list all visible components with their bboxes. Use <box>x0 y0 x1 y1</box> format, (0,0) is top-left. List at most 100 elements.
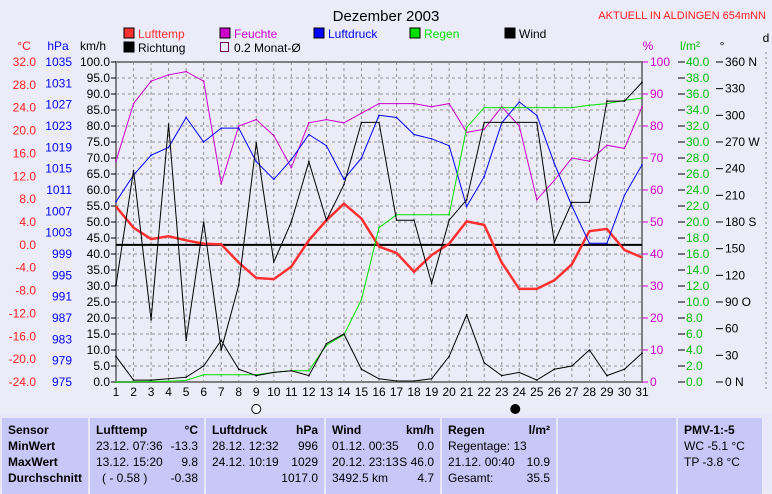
data-point-lufttemp <box>641 256 643 259</box>
data-point-lufttemp <box>220 243 222 246</box>
data-point-lufttemp <box>273 278 275 280</box>
pressure-max: 1029 <box>291 455 318 469</box>
legend-label-luftdruck: Luftdruck <box>328 27 378 41</box>
legend-label-feuchte: Feuchte <box>234 27 278 41</box>
data-point-feuchte <box>273 134 275 137</box>
direction-tick-label: 0 N <box>725 375 744 389</box>
data-point-luftdruck <box>588 242 591 245</box>
data-point-richtung <box>588 201 591 204</box>
wind-avg: 4.7 <box>417 471 434 485</box>
legend-swatch <box>409 27 421 39</box>
data-point-wind <box>202 365 205 367</box>
data-point-lufttemp <box>536 288 538 290</box>
pressure-tick-label: 987 <box>52 311 72 325</box>
wind-tick-label: 0.0 <box>93 375 110 389</box>
data-point-richtung <box>255 142 258 144</box>
rain-tick-label: 36.0 <box>686 87 710 101</box>
wind-tick-label: 85.0 <box>87 103 111 117</box>
data-point-feuchte <box>308 122 310 124</box>
rain-tick-label: 6.0 <box>686 327 703 341</box>
temp-tick-label: -16.0 <box>9 329 37 343</box>
data-point-richtung <box>518 121 521 124</box>
temp-max-time: 13.12. 15:20 <box>96 455 163 469</box>
data-point-luftdruck <box>465 205 468 208</box>
data-point-richtung <box>465 198 468 201</box>
data-point-richtung <box>571 201 573 204</box>
data-point-regen <box>378 226 380 229</box>
x-tick-label: 29 <box>600 385 614 399</box>
humidity-axis-unit: % <box>643 39 654 53</box>
data-point-regen <box>500 106 503 109</box>
temp-tick-label: 28.0 <box>13 78 37 92</box>
temp-tick-label: -20.0 <box>9 352 37 366</box>
wind-tick-label: 40.0 <box>87 247 111 261</box>
data-point-wind <box>167 378 170 380</box>
data-point-regen <box>115 381 117 383</box>
data-point-regen <box>220 374 222 376</box>
rain-tick-label: 40.0 <box>686 55 710 69</box>
legend-swatch <box>219 27 231 39</box>
wind-max-time: 20.12. 23:13 <box>332 455 399 469</box>
legend-label-richtung: Richtung <box>138 41 185 55</box>
data-point-wind <box>290 370 293 372</box>
x-tick-label: 11 <box>285 385 298 399</box>
temp-tick-label: -8.0 <box>15 284 36 298</box>
data-point-wind <box>536 379 538 381</box>
wind-distance: 3492.5 km <box>332 471 389 485</box>
empty-column <box>558 418 676 494</box>
wind-tick-label: 70.0 <box>87 151 111 165</box>
data-point-lufttemp <box>430 254 433 256</box>
wind-tick-label: 100.0 <box>80 55 110 69</box>
data-point-regen <box>360 298 363 301</box>
data-point-lufttemp <box>150 238 152 240</box>
wind-tick-label: 65.0 <box>87 167 111 181</box>
data-point-richtung <box>483 121 486 124</box>
legend-label-0-2-monat-: 0.2 Monat-Ø <box>234 41 301 55</box>
pressure-tick-label: 991 <box>52 290 72 304</box>
x-tick-label: 22 <box>478 385 492 399</box>
wind-tick-label: 50.0 <box>87 215 111 229</box>
data-point-wind <box>150 379 152 381</box>
data-point-regen <box>483 106 486 109</box>
data-point-luftdruck <box>202 141 205 143</box>
wind-tick-label: 5.0 <box>93 359 110 373</box>
x-tick-label: 13 <box>320 385 334 399</box>
pressure-axis-unit: hPa <box>47 39 69 53</box>
x-tick-label: 28 <box>583 385 597 399</box>
data-point-richtung <box>325 219 328 222</box>
x-tick-label: 27 <box>565 385 579 399</box>
rain-total-label: Gesamt: <box>448 471 494 485</box>
data-point-wind <box>518 371 521 374</box>
x-tick-label: 18 <box>407 385 421 399</box>
statistics-table: Sensor MinWert MaxWert Durchschnitt Luft… <box>0 414 772 494</box>
data-point-richtung <box>237 284 240 286</box>
data-point-lufttemp <box>308 239 310 242</box>
x-tick-label: 14 <box>337 385 351 399</box>
data-point-wind <box>641 352 643 355</box>
data-point-feuchte <box>518 125 521 127</box>
x-tick-label: 8 <box>235 385 242 399</box>
humidity-tick-label: 40 <box>650 247 664 261</box>
humidity-tick-label: 20 <box>650 311 664 325</box>
wind-tick-label: 60.0 <box>87 183 111 197</box>
data-point-luftdruck <box>641 164 643 166</box>
data-point-richtung <box>115 284 117 286</box>
direction-tick-label: 270 W <box>725 135 760 149</box>
temp-tick-label: -4.0 <box>15 261 36 275</box>
wind-column: Wind km/h 01.12. 00:35 0.0 20.12. 23:13 S 4… <box>326 418 440 494</box>
wind-tick-label: 35.0 <box>87 263 111 277</box>
data-point-luftdruck <box>115 200 117 203</box>
row-label-min: MinWert <box>8 439 56 453</box>
temp-unit: °C <box>184 423 198 437</box>
data-point-luftdruck <box>167 146 170 149</box>
data-point-luftdruck <box>413 133 415 136</box>
direction-tick-label: 30 <box>725 348 739 362</box>
data-point-wind <box>378 378 380 380</box>
wind-tick-label: 45.0 <box>87 231 111 245</box>
data-point-regen <box>465 126 468 129</box>
temp-tick-label: -12.0 <box>9 306 37 320</box>
data-point-luftdruck <box>553 162 556 165</box>
humidity-tick-label: 70 <box>650 151 664 165</box>
data-point-lufttemp <box>518 288 521 290</box>
x-tick-label: 26 <box>548 385 562 399</box>
